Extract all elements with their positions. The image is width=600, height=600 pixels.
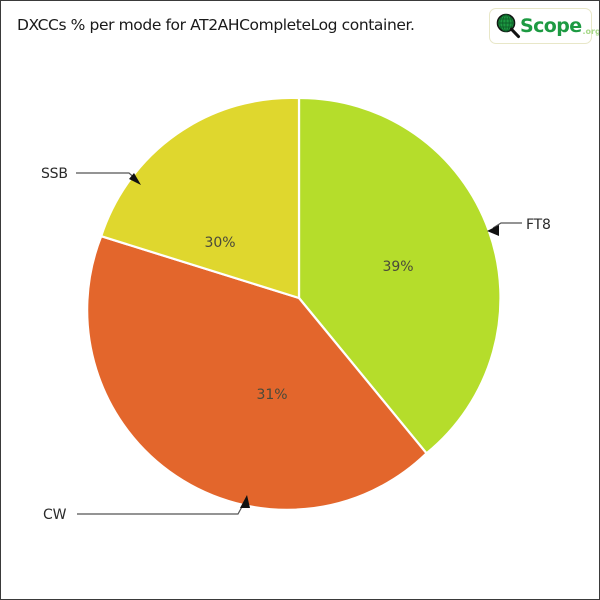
pie-slice-ssb[interactable] xyxy=(99,96,301,300)
logo-wordmark: Scope xyxy=(520,14,582,37)
page-title: DXCCs % per mode for AT2AHCompleteLog co… xyxy=(17,16,415,34)
callout-leader-cw xyxy=(77,502,245,515)
callout-ft8: FT8 xyxy=(487,217,551,236)
callout-label-ft8: FT8 xyxy=(526,217,551,233)
globe-magnifier-icon xyxy=(495,13,521,39)
callout-arrow-ft8 xyxy=(487,225,499,236)
pie-slice-value-ft8: 39% xyxy=(382,259,413,275)
callout-leader-ft8 xyxy=(492,222,522,229)
pie-slice-cw[interactable] xyxy=(86,234,428,511)
callout-label-ssb: SSB xyxy=(41,166,68,182)
callout-arrow-ssb xyxy=(129,173,141,185)
callout-cw: CW xyxy=(43,495,250,523)
pie-slice-value-cw: 31% xyxy=(256,387,287,403)
callout-ssb: SSB xyxy=(41,166,141,185)
callout-arrow-cw xyxy=(240,495,250,508)
callout-label-cw: CW xyxy=(43,507,67,523)
logo-tld: .org xyxy=(582,27,600,36)
qscope-logo[interactable]: Scope .org xyxy=(489,8,599,44)
pie-slice-value-ssb: 30% xyxy=(204,235,235,251)
